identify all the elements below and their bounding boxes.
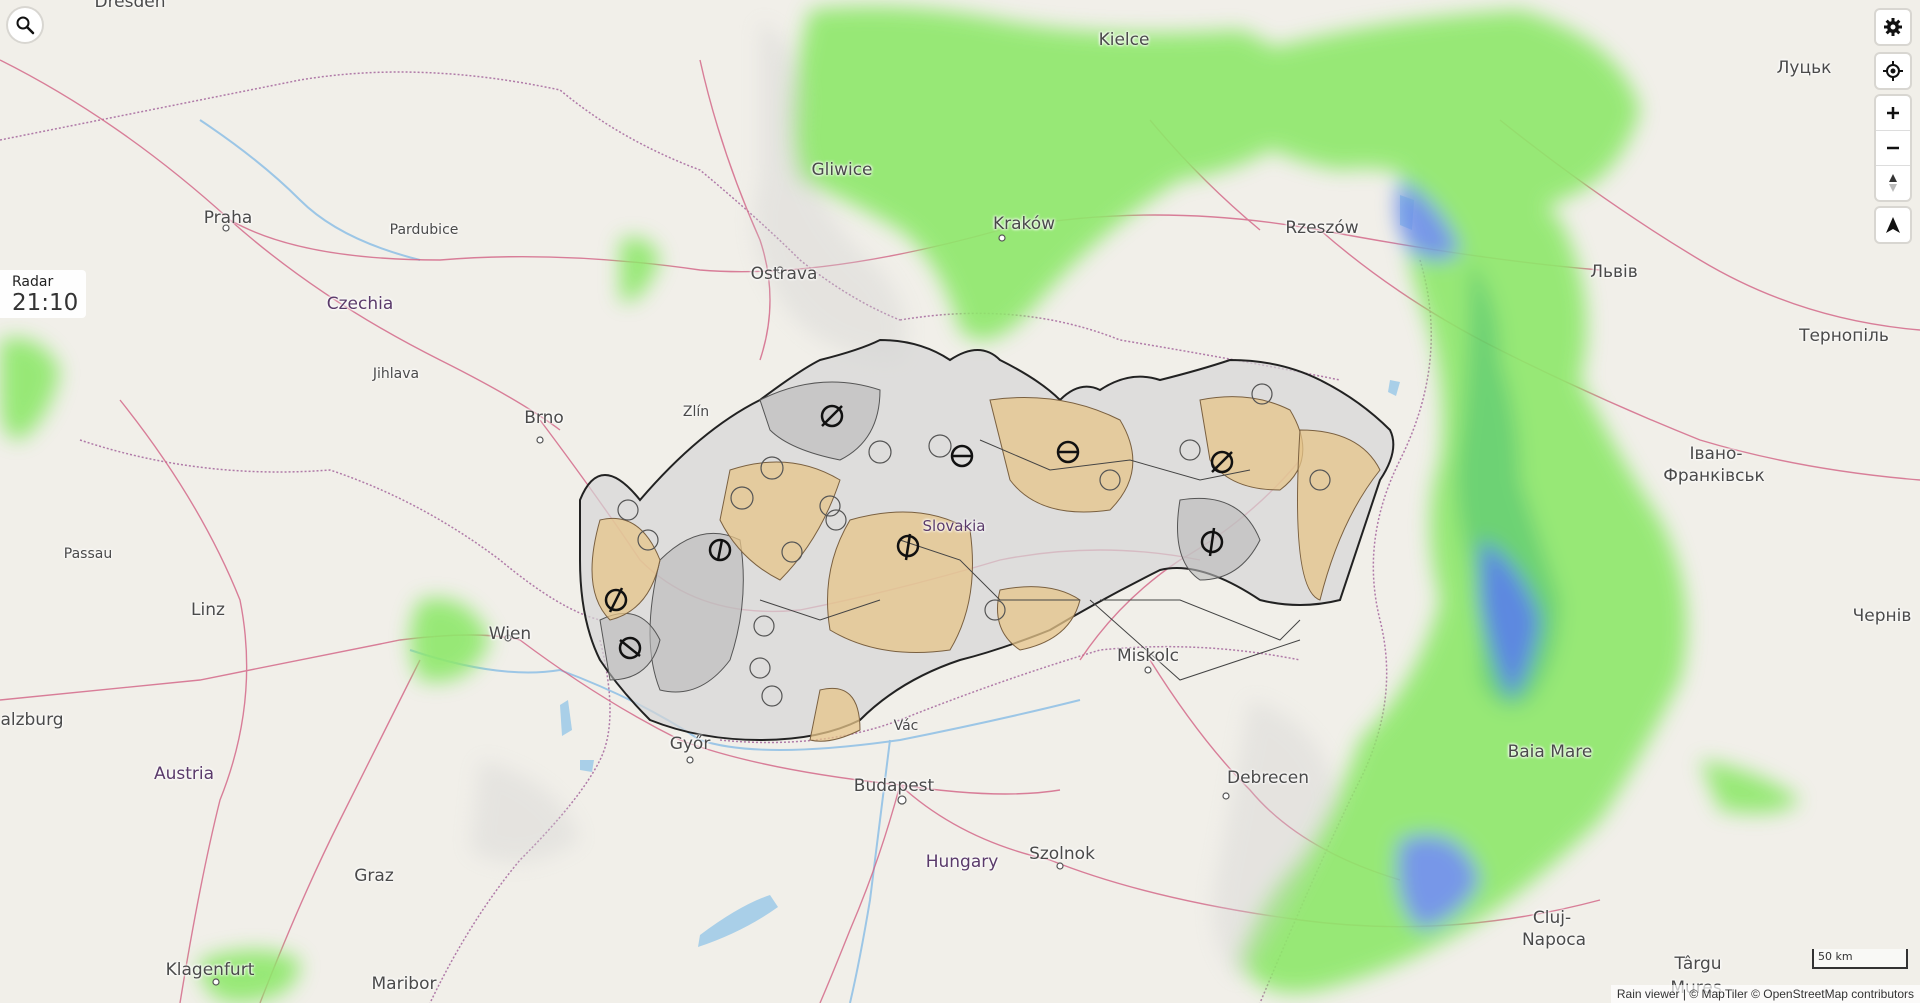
label-lviv: Львів — [1590, 262, 1638, 282]
label-gyor: Győr — [669, 734, 711, 754]
label-jihlava: Jihlava — [372, 366, 420, 382]
label-budapest: Budapest — [853, 776, 935, 796]
label-krakow: Kraków — [992, 214, 1056, 234]
label-wien: Wien — [488, 624, 532, 644]
navigation-arrow-icon — [1886, 217, 1900, 233]
settings-control — [1876, 10, 1910, 44]
city-dots — [212, 224, 1230, 986]
compass-button[interactable] — [1876, 165, 1910, 200]
zoom-out-button[interactable] — [1876, 130, 1910, 165]
label-czechia: Czechia — [326, 294, 394, 314]
label-pardubice: Pardubice — [389, 222, 459, 238]
navigate-button[interactable] — [1876, 208, 1910, 242]
label-ternopil: Тернопіль — [1799, 326, 1889, 346]
scale-label: 50 km — [1818, 950, 1853, 963]
label-hungary: Hungary — [925, 852, 999, 872]
settings-button[interactable] — [1876, 10, 1910, 44]
radar-time-card: Radar 21:10 — [0, 270, 86, 318]
label-passau: Passau — [63, 546, 113, 562]
rivers — [199, 119, 1081, 1003]
label-zlin: Zlín — [682, 404, 710, 420]
plus-icon — [1887, 107, 1899, 119]
label-ostrava: Ostrava — [750, 264, 818, 284]
minus-icon — [1887, 146, 1899, 150]
label-cluj-1: Cluj- — [1532, 908, 1572, 928]
navigate-control — [1876, 208, 1910, 242]
radar-label: Radar — [12, 274, 54, 290]
label-debrecen: Debrecen — [1227, 768, 1309, 788]
slovakia-airspace — [579, 338, 1395, 742]
label-miskolc: Miskolc — [1117, 646, 1179, 666]
locate-control — [1876, 54, 1910, 88]
label-gliwice: Gliwice — [811, 160, 873, 180]
label-salzburg: alzburg — [0, 710, 64, 730]
gear-icon — [1884, 18, 1902, 36]
label-praha: Praha — [203, 208, 253, 228]
airport-markers — [604, 404, 1234, 660]
label-lutsk: Луцьк — [1776, 58, 1832, 78]
label-vac: Vác — [893, 718, 919, 734]
locate-button[interactable] — [1876, 54, 1910, 88]
label-cherniv: Чернів — [1852, 606, 1912, 626]
label-cluj-2: Napoca — [1521, 930, 1587, 950]
radar-time: 21:10 — [12, 290, 79, 316]
search-icon — [16, 16, 35, 35]
label-ivano-1: Івано- — [1689, 444, 1743, 464]
label-maribor: Maribor — [371, 974, 437, 994]
label-targu: Târgu — [1674, 954, 1722, 974]
label-kielce: Kielce — [1098, 30, 1150, 50]
label-slovakia: Slovakia — [922, 517, 986, 535]
cloud-cover — [470, 20, 1340, 980]
compass-icon — [1889, 174, 1897, 192]
label-brno: Brno — [524, 408, 564, 428]
label-austria: Austria — [153, 764, 215, 784]
search-button[interactable] — [8, 8, 42, 42]
label-baia-mare: Baia Mare — [1507, 742, 1593, 762]
label-rzeszow: Rzeszów — [1285, 218, 1359, 238]
label-klagenfurt: Klagenfurt — [165, 960, 255, 980]
map-attribution[interactable]: Rain viewer | © MapTiler © OpenStreetMap… — [1610, 985, 1920, 1003]
zoom-control — [1876, 96, 1910, 200]
zoom-in-button[interactable] — [1876, 96, 1910, 130]
scale-bar: 50 km — [1812, 949, 1908, 969]
label-graz: Graz — [354, 866, 394, 886]
rain-overlay — [0, 6, 1800, 1003]
label-linz: Linz — [191, 600, 225, 620]
label-dresden: Dresden — [94, 0, 166, 12]
target-icon — [1883, 61, 1903, 81]
label-ivano-2: Франківськ — [1663, 466, 1765, 486]
label-szolnok: Szolnok — [1029, 844, 1095, 864]
